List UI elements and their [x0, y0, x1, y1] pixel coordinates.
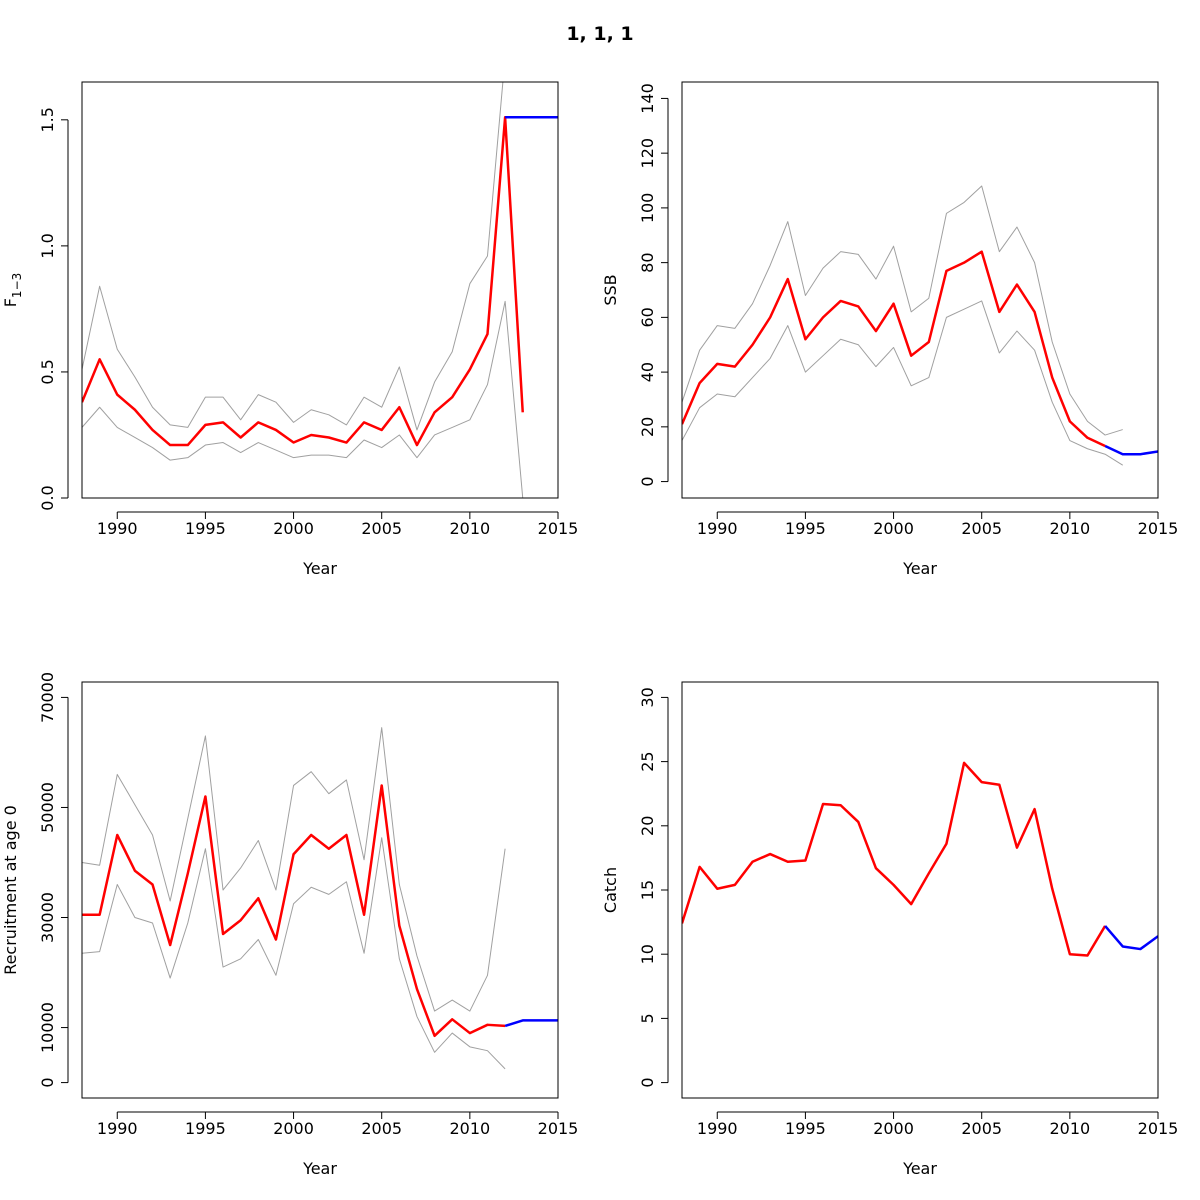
fbar-plot-frame — [81, 81, 559, 499]
ssb-y-axis-label-main: SSB — [601, 274, 620, 305]
catch-x-tick-label: 2005 — [961, 1119, 1002, 1138]
ssb-upper-line — [682, 185, 1123, 436]
catch-y-tick-label: 10 — [638, 944, 657, 964]
recruitment-y-axis-label-main: Recruitment at age 0 — [1, 805, 20, 975]
fbar-y-tick-label: 0.0 — [38, 485, 57, 510]
catch-y-tick-label: 20 — [638, 816, 657, 836]
catch-y-tick-label: 5 — [638, 1013, 657, 1023]
fbar-x-tick-label: 1990 — [97, 519, 138, 538]
ssb-x-tick-label: 2000 — [873, 519, 914, 538]
ssb-forecast-line — [1104, 444, 1158, 456]
ssb-y-tick-label: 20 — [638, 417, 657, 437]
recruitment-y-tick-label: 10000 — [38, 1002, 57, 1053]
ssb-estimate-line — [682, 250, 1106, 448]
fbar-upper-line — [82, 82, 504, 431]
catch-y-tick-label: 25 — [638, 751, 657, 771]
fbar-y-tick-label: 1.0 — [38, 233, 57, 258]
figure-title: 1, 1, 1 — [566, 23, 633, 45]
panel-ssb: 1990 1995 2000 2005 2010 2015 Year 0 20 40 60 80 100… — [601, 81, 1179, 578]
panel-fbar: 1990 1995 2000 2005 2010 2015 Year 0.0 0.5 1.0 1.5… — [1, 81, 579, 578]
fbar-y-axis-label-main: F — [1, 298, 20, 307]
recruitment-estimate-line — [82, 784, 506, 1038]
fbar-y-tick-label: 0.5 — [38, 359, 57, 384]
fbar-x-tick-label: 2000 — [273, 519, 314, 538]
ssb-y-tick-label: 100 — [638, 193, 657, 224]
recruitment-series-group — [82, 727, 558, 1070]
recruitment-upper-line — [82, 727, 506, 1012]
recruitment-plot-frame — [81, 681, 559, 1099]
ssb-y-tick-label: 40 — [638, 362, 657, 382]
ssb-x-tick-label: 1995 — [785, 519, 826, 538]
recruitment-x-tick-label: 2000 — [273, 1119, 314, 1138]
fbar-lower-line — [82, 300, 524, 498]
recruitment-y-tick-label: 70000 — [38, 672, 57, 723]
ssb-x-tick-label: 1990 — [697, 519, 738, 538]
recruitment-x-axis-label: Year — [302, 1159, 337, 1178]
fbar-x-tick-label: 2010 — [449, 519, 490, 538]
fbar-y-tick-label: 1.5 — [38, 107, 57, 132]
fbar-series-group — [82, 82, 558, 498]
ssb-y-tick-label: 120 — [638, 138, 657, 169]
catch-x-tick-label: 2000 — [873, 1119, 914, 1138]
catch-x-tick-label: 2010 — [1049, 1119, 1090, 1138]
catch-x-axis-label: Year — [902, 1159, 937, 1178]
recruitment-lower-line — [82, 837, 506, 1070]
ssb-y-axis-label: SSB — [601, 274, 620, 305]
catch-plot-frame — [681, 681, 1159, 1099]
catch-forecast-line — [1104, 925, 1158, 951]
ssb-y-tick-label: 140 — [638, 83, 657, 114]
ssb-x-tick-label: 2005 — [961, 519, 1002, 538]
panel-catch: 1990 1995 2000 2005 2010 2015 Year 0 5 10 15 20 25 30… — [601, 681, 1179, 1178]
recruitment-y-tick-label: 50000 — [38, 782, 57, 833]
panel-recruitment: 1990 1995 2000 2005 2010 2015 Year 0 10000 30000 5… — [1, 672, 578, 1178]
catch-y-tick-label: 0 — [638, 1077, 657, 1087]
fbar-y-axis-label-subscript: 1−3 — [10, 273, 24, 298]
recruitment-x-tick-label: 1990 — [97, 1119, 138, 1138]
ssb-y-tick-label: 60 — [638, 307, 657, 327]
catch-series-group — [682, 761, 1158, 957]
fbar-estimate-line — [82, 116, 524, 447]
ssb-x-tick-label: 2010 — [1049, 519, 1090, 538]
catch-x-tick-label: 1990 — [697, 1119, 738, 1138]
recruitment-y-tick-label: 0 — [38, 1077, 57, 1087]
catch-estimate-line — [682, 761, 1107, 957]
recruitment-x-tick-label: 2005 — [361, 1119, 402, 1138]
ssb-plot-frame — [681, 81, 1159, 499]
ssb-x-axis-label: Year — [902, 559, 937, 578]
fbar-x-tick-label: 1995 — [185, 519, 226, 538]
catch-y-tick-label: 15 — [638, 880, 657, 900]
ssb-y-tick-label: 0 — [638, 476, 657, 486]
catch-x-tick-label: 2015 — [1138, 1119, 1179, 1138]
recruitment-forecast-line — [504, 1019, 558, 1028]
ssb-y-tick-label: 80 — [638, 252, 657, 272]
fbar-x-axis-label: Year — [302, 559, 337, 578]
recruitment-y-tick-label: 30000 — [38, 892, 57, 943]
fbar-x-tick-label: 2005 — [361, 519, 402, 538]
ssb-x-tick-label: 2015 — [1138, 519, 1179, 538]
catch-x-tick-label: 1995 — [785, 1119, 826, 1138]
catch-y-axis-label-main: Catch — [601, 867, 620, 913]
fbar-y-axis-label: F1−3 — [1, 273, 24, 308]
recruitment-x-tick-label: 2015 — [538, 1119, 579, 1138]
recruitment-x-tick-label: 2010 — [449, 1119, 490, 1138]
catch-y-axis-label: Catch — [601, 867, 620, 913]
recruitment-y-axis-label: Recruitment at age 0 — [1, 805, 20, 975]
catch-y-tick-label: 30 — [638, 687, 657, 707]
recruitment-x-tick-label: 1995 — [185, 1119, 226, 1138]
ssb-series-group — [682, 185, 1158, 466]
fbar-x-tick-label: 2015 — [538, 519, 579, 538]
ssb-lower-line — [682, 300, 1124, 466]
